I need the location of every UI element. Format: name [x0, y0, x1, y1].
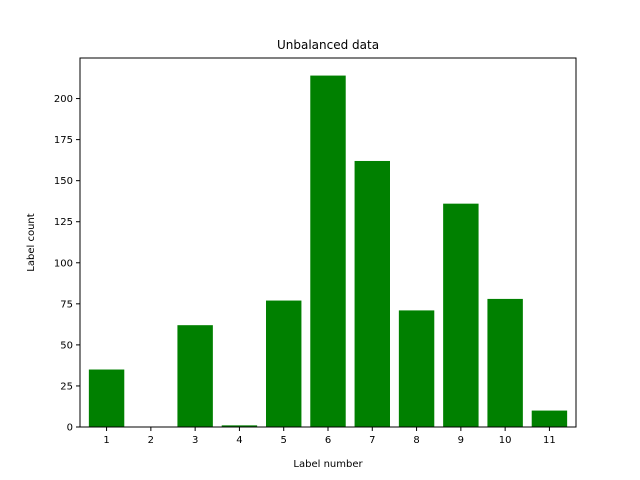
y-tick-label: 150: [54, 176, 73, 187]
x-tick-label: 4: [236, 435, 242, 446]
bar: [221, 425, 258, 427]
x-axis-ticks: 1 2 3 4 5 6 7 8 9 10 11: [103, 427, 556, 446]
y-axis-label: Label count: [26, 213, 37, 271]
x-tick-label: 8: [413, 435, 419, 446]
bar: [487, 298, 523, 427]
bar: [266, 300, 302, 427]
y-tick-label: 100: [54, 258, 73, 269]
x-tick-label: 3: [192, 435, 198, 446]
x-axis-label: Label number: [293, 459, 363, 470]
chart-title: Unbalanced data: [277, 38, 379, 52]
x-tick-label: 1: [103, 435, 109, 446]
bar: [443, 203, 479, 427]
y-axis-ticks: 0 25 50 75 100 125 150 175 200: [54, 94, 80, 434]
y-tick-label: 50: [60, 340, 73, 351]
x-tick-label: 7: [369, 435, 375, 446]
bar: [398, 310, 435, 427]
bar: [88, 369, 125, 427]
x-tick-label: 11: [543, 435, 556, 446]
bar: [177, 325, 213, 427]
y-tick-label: 125: [54, 217, 73, 228]
y-tick-label: 25: [60, 381, 73, 392]
y-tick-label: 0: [67, 423, 73, 434]
bar: [354, 160, 390, 428]
bar: [531, 410, 568, 427]
y-tick-label: 75: [60, 299, 73, 310]
x-tick-label: 5: [281, 435, 287, 446]
y-tick-label: 200: [54, 94, 73, 105]
x-tick-label: 6: [325, 435, 331, 446]
bar: [310, 75, 346, 428]
x-tick-label: 9: [458, 435, 464, 446]
x-tick-label: 2: [148, 435, 154, 446]
x-tick-label: 10: [499, 435, 512, 446]
plot-frame: [79, 57, 577, 428]
bars: [88, 75, 568, 428]
y-tick-label: 175: [54, 135, 73, 146]
